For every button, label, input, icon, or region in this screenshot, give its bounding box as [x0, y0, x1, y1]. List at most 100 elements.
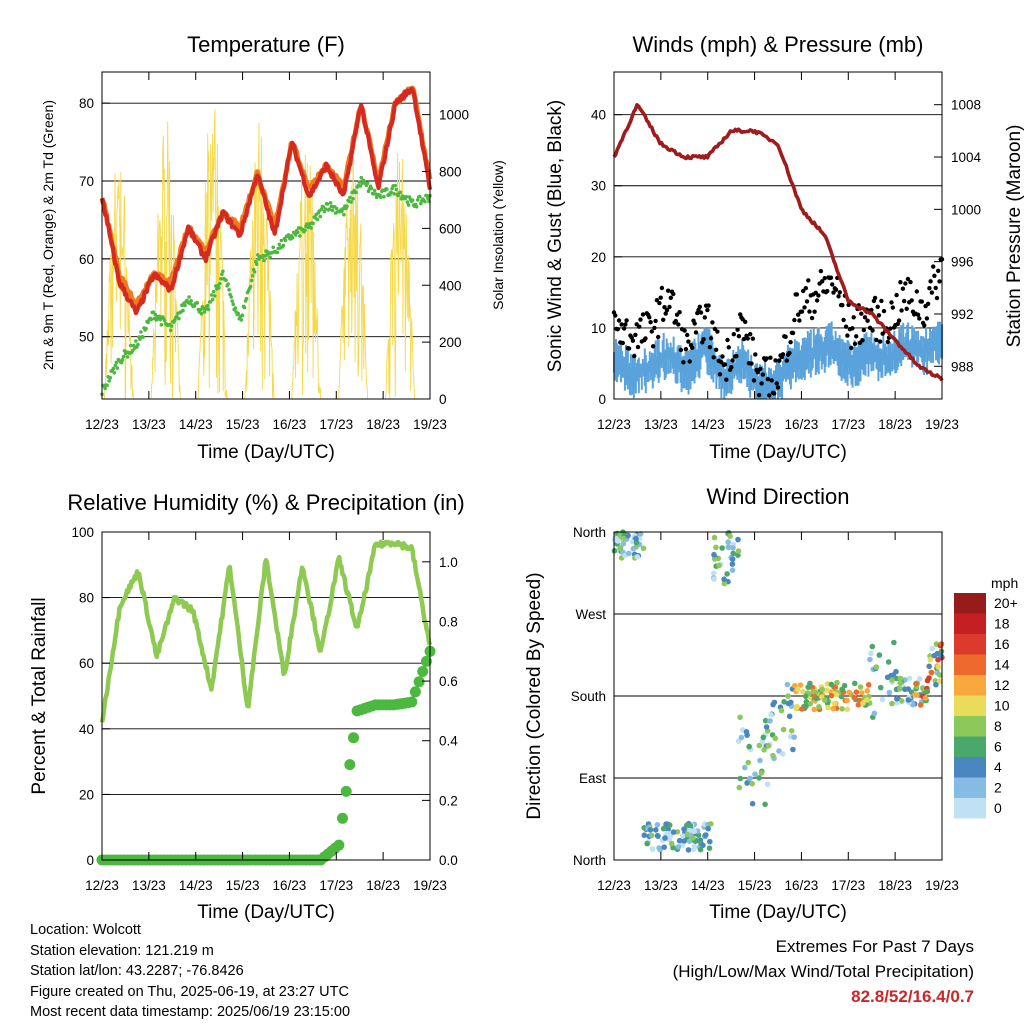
direction-point: [756, 742, 763, 749]
dewpoint-point: [405, 200, 410, 204]
direction-point: [711, 570, 717, 577]
dewpoint-point: [404, 194, 409, 199]
x-tick-label: 17/23: [831, 878, 865, 893]
direction-point: [685, 847, 692, 853]
gust-point: [812, 309, 817, 314]
x-tick-label: 12/23: [85, 878, 119, 893]
y-tick-label: 40: [591, 108, 606, 123]
direction-point: [670, 829, 677, 835]
dewpoint-point: [372, 188, 377, 193]
winds-panel: Winds (mph) & Pressure (mb) 12/23 13/23 14…: [545, 32, 1024, 463]
direction-point: [758, 770, 765, 776]
gust-point: [632, 353, 637, 359]
dewpoint-point: [229, 295, 233, 299]
gust-point: [654, 298, 660, 303]
direction-point: [873, 664, 879, 670]
dewpoint-point: [128, 343, 133, 348]
gust-point: [693, 330, 699, 335]
dewpoint-point: [341, 207, 345, 211]
direction-point: [929, 645, 935, 652]
x-tick-label: 18/23: [366, 878, 400, 893]
gust-point: [745, 336, 750, 341]
humidity-plot-frame: [101, 531, 431, 861]
y-tick-label: East: [579, 771, 606, 786]
humidity-gridlines: [102, 531, 430, 861]
direction-point: [776, 748, 782, 754]
direction-point: [807, 680, 813, 687]
direction-point: [724, 571, 730, 577]
gust-point: [624, 318, 629, 323]
y-tick-label: 70: [79, 174, 94, 189]
gust-point: [769, 378, 774, 383]
direction-point: [665, 830, 671, 837]
direction-point: [735, 548, 742, 554]
gust-point: [859, 311, 864, 316]
direction-point: [757, 757, 763, 764]
y-tick-label: 0: [86, 853, 94, 868]
gust-point: [647, 315, 652, 320]
dewpoint-point: [262, 258, 266, 263]
x-tick-label: 12/23: [85, 417, 119, 432]
direction-point: [707, 838, 713, 845]
direction-point: [877, 684, 884, 691]
direction-point: [656, 845, 662, 851]
gust-point: [816, 293, 821, 298]
gust-point: [626, 346, 632, 351]
y2-tick-label: 0.6: [439, 674, 458, 689]
direction-point: [823, 687, 830, 693]
dewpoint-point: [108, 375, 112, 380]
dewpoint-point: [334, 206, 339, 211]
dewpoint-point: [219, 277, 223, 281]
dewpoint-point: [358, 184, 363, 188]
direction-point: [711, 576, 717, 582]
dewpoint-point: [220, 272, 224, 277]
gust-point: [620, 340, 625, 346]
gust-point: [726, 345, 731, 350]
dewpoint-point: [195, 301, 200, 305]
temperature-ticks: 12/23 13/23 14/23 15/23 16/23 17/23 18/23 19/23…: [79, 72, 469, 432]
direction-point: [786, 713, 793, 720]
gust-point: [722, 362, 728, 367]
dewpoint-point: [213, 294, 217, 298]
gust-point: [932, 273, 937, 278]
dewpoint-point: [224, 278, 228, 283]
gust-point: [790, 330, 796, 336]
direction-point: [893, 668, 899, 675]
direction-point: [807, 701, 813, 707]
dewpoint-point: [119, 360, 124, 365]
gust-point: [731, 332, 736, 337]
direction-point: [721, 580, 728, 587]
dewpoint-point: [192, 304, 197, 308]
gust-point: [750, 336, 755, 341]
dewpoint-point: [206, 307, 211, 312]
gust-point: [708, 336, 714, 341]
y2-tick-label: 400: [439, 278, 462, 293]
direction-point: [721, 576, 727, 582]
gust-point: [664, 308, 670, 313]
gust-point: [895, 321, 900, 327]
dewpoint-point: [210, 297, 215, 302]
legend-swatch: [954, 757, 986, 778]
dewpoint-point: [396, 193, 401, 198]
dewpoint-point: [217, 286, 221, 290]
direction-point: [799, 706, 805, 712]
gust-point: [661, 317, 666, 322]
direction-point: [897, 686, 903, 692]
gust-point: [874, 337, 879, 343]
dewpoint-point: [233, 306, 238, 310]
extremes-values: 82.8/52/16.4/0.7: [851, 987, 974, 1006]
direction-point: [764, 781, 771, 787]
gust-point: [616, 318, 622, 323]
temperature-title: Temperature (F): [187, 32, 345, 57]
legend-label: 14: [994, 657, 1010, 673]
direction-point: [781, 699, 787, 705]
direction-point: [662, 835, 668, 841]
dewpoint-point: [218, 281, 222, 286]
dewpoint-point: [125, 355, 130, 359]
dewpoint-point: [415, 198, 420, 202]
gust-point: [777, 358, 782, 363]
direction-point: [924, 688, 931, 695]
gust-point: [719, 359, 724, 365]
gust-point: [749, 361, 754, 366]
dewpoint-point: [271, 245, 276, 250]
